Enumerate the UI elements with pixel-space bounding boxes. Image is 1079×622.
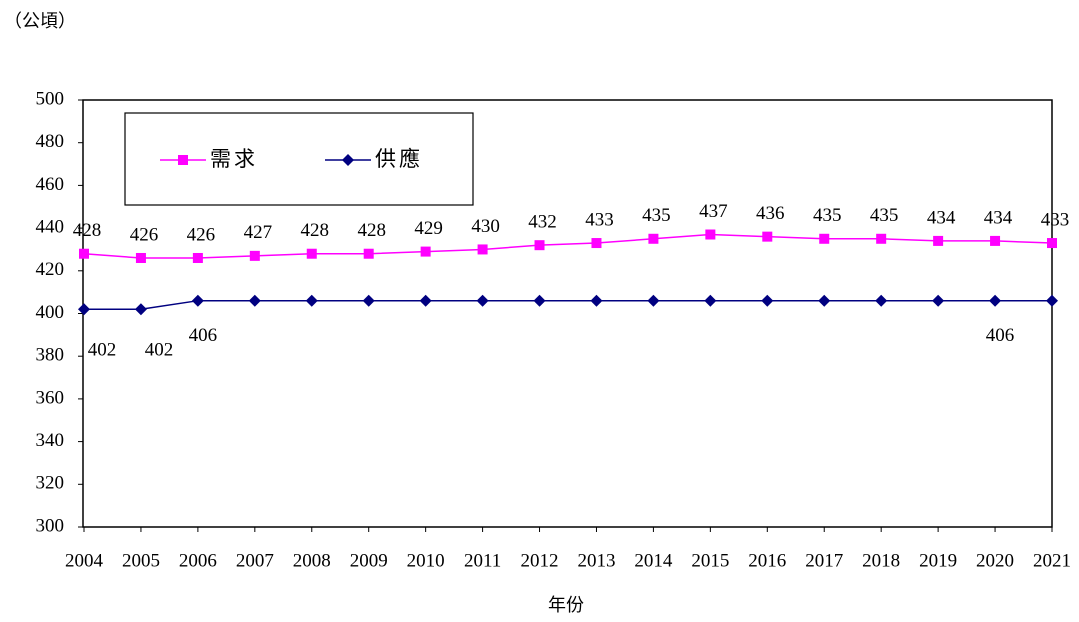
marker <box>419 294 432 307</box>
marker <box>305 294 318 307</box>
x-tick-label: 2019 <box>919 550 957 571</box>
y-tick-label: 300 <box>36 515 65 536</box>
x-tick-label: 2014 <box>634 550 673 571</box>
x-tick-label: 2018 <box>862 550 900 571</box>
legend-label: 需求 <box>210 147 258 171</box>
data-label: 436 <box>756 203 785 224</box>
marker <box>989 294 1002 307</box>
x-tick-label: 2010 <box>407 550 445 571</box>
x-tick-label: 2015 <box>691 550 729 571</box>
marker <box>1047 238 1057 249</box>
marker <box>249 250 260 261</box>
data-label: 435 <box>813 205 842 226</box>
legend-label: 供應 <box>375 147 423 171</box>
y-tick-label: 380 <box>36 345 65 366</box>
marker <box>762 231 773 242</box>
marker <box>533 294 546 307</box>
data-label: 428 <box>73 220 102 241</box>
x-tick-label: 2004 <box>65 550 104 571</box>
marker <box>876 233 887 244</box>
x-tick-label: 2011 <box>464 550 501 571</box>
x-tick-label: 2005 <box>122 550 160 571</box>
y-tick-label: 340 <box>36 430 65 451</box>
series-line <box>84 299 1052 310</box>
data-label: 432 <box>528 212 557 233</box>
marker <box>990 235 1001 246</box>
marker <box>477 244 488 255</box>
x-tick-label: 2020 <box>976 550 1014 571</box>
data-label: 428 <box>301 220 330 241</box>
marker <box>648 233 659 244</box>
series-line <box>83 233 1053 259</box>
marker <box>192 252 203 263</box>
marker <box>761 294 774 307</box>
data-label: 433 <box>1041 209 1070 230</box>
x-tick-label: 2021 <box>1033 550 1071 571</box>
data-label: 437 <box>699 201 728 222</box>
x-axis-label: 年份 <box>548 595 584 616</box>
x-tick-label: 2012 <box>521 550 559 571</box>
marker <box>590 294 603 307</box>
y-tick-label: 460 <box>36 174 65 195</box>
data-label: 406 <box>986 325 1015 346</box>
marker <box>875 294 888 307</box>
y-tick-label: 420 <box>36 259 65 280</box>
data-label: 434 <box>984 207 1013 228</box>
marker <box>933 235 944 246</box>
marker <box>591 238 602 249</box>
x-tick-label: 2017 <box>805 550 843 571</box>
marker <box>705 229 716 240</box>
marker <box>248 294 261 307</box>
data-label: 428 <box>357 220 386 241</box>
marker <box>178 155 188 165</box>
unit-label: （公頃） <box>4 11 76 32</box>
data-label: 426 <box>130 224 159 245</box>
marker <box>476 294 489 307</box>
data-label: 406 <box>189 325 218 346</box>
data-label: 435 <box>870 205 899 226</box>
x-tick-label: 2006 <box>179 550 217 571</box>
data-label: 402 <box>88 340 117 361</box>
y-tick-label: 360 <box>36 387 65 408</box>
data-label: 429 <box>414 218 443 239</box>
marker <box>79 248 89 259</box>
marker <box>647 294 660 307</box>
marker <box>704 294 717 307</box>
marker <box>534 240 545 251</box>
x-tick-label: 2013 <box>577 550 615 571</box>
data-label: 402 <box>145 340 174 361</box>
data-label: 435 <box>642 205 671 226</box>
y-tick-label: 320 <box>36 473 65 494</box>
x-tick-label: 2008 <box>293 550 331 571</box>
data-label: 427 <box>244 222 273 243</box>
marker <box>191 294 204 307</box>
x-tick-label: 2009 <box>350 550 388 571</box>
marker <box>932 294 945 307</box>
marker <box>819 233 830 244</box>
marker <box>362 294 375 307</box>
marker <box>818 294 831 307</box>
marker <box>78 303 90 316</box>
marker <box>306 248 317 259</box>
marker <box>363 248 374 259</box>
y-tick-label: 440 <box>36 216 65 237</box>
y-tick-label: 500 <box>36 88 65 109</box>
x-tick-label: 2016 <box>748 550 786 571</box>
data-label: 434 <box>927 207 956 228</box>
data-label: 426 <box>187 224 216 245</box>
marker <box>134 303 147 316</box>
marker <box>135 252 146 263</box>
y-tick-label: 400 <box>36 302 65 323</box>
marker <box>420 246 431 257</box>
data-label: 430 <box>471 216 500 237</box>
marker <box>1046 294 1058 307</box>
x-tick-label: 2007 <box>236 550 274 571</box>
y-tick-label: 480 <box>36 131 65 152</box>
marker <box>342 154 354 166</box>
data-label: 433 <box>585 209 614 230</box>
